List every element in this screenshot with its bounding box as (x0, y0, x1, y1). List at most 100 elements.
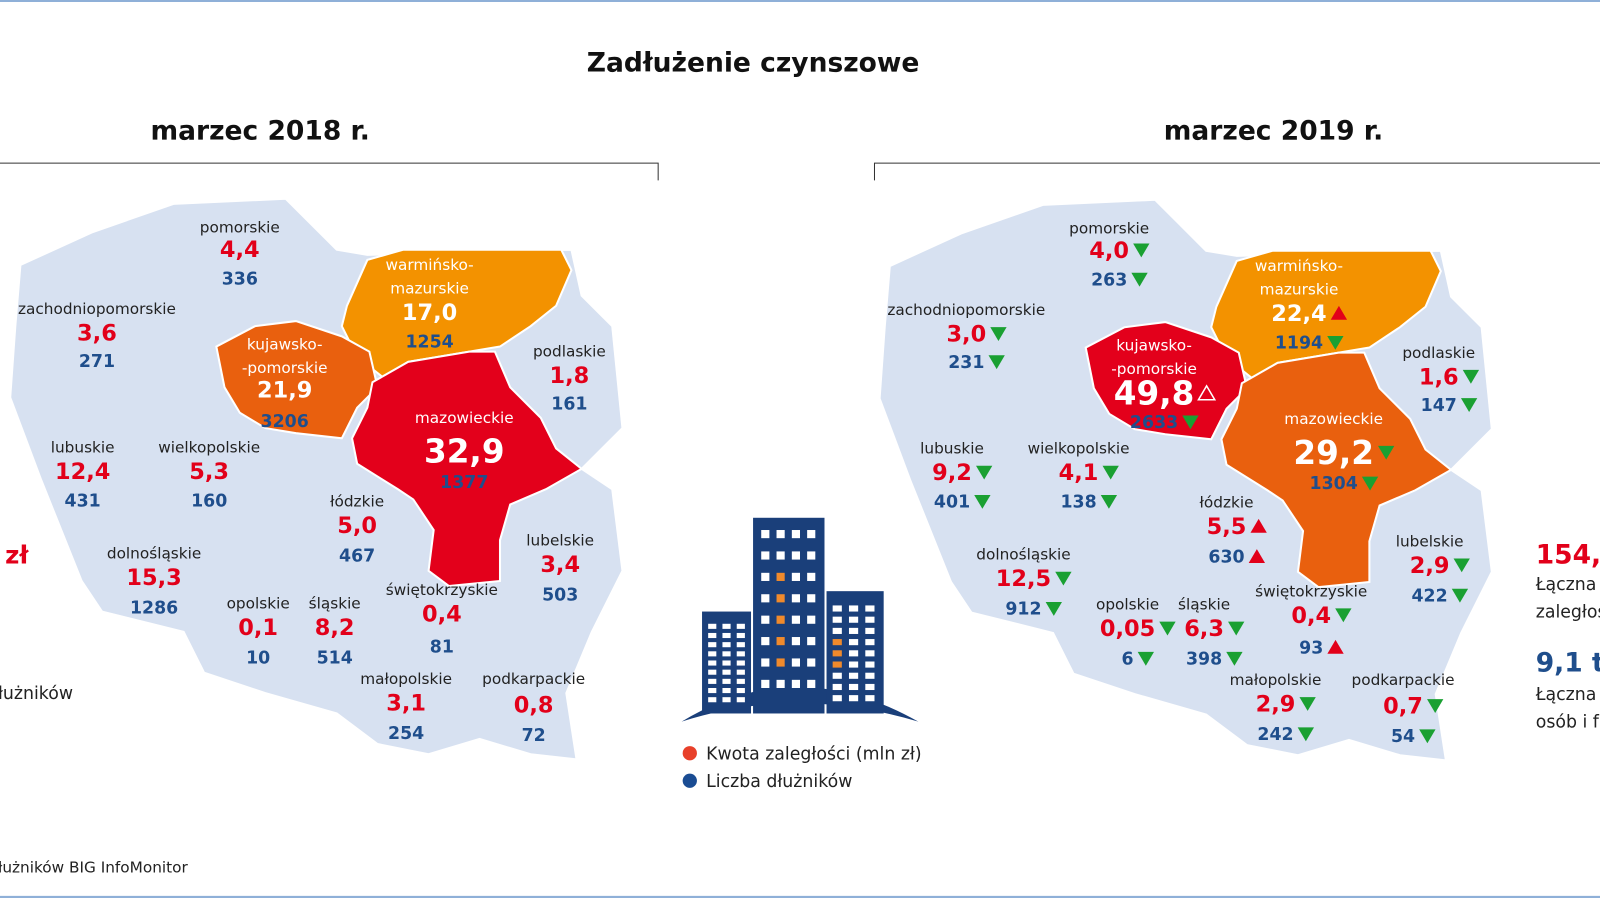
region-debtors: 254 (388, 724, 424, 744)
trend-arrow (1133, 243, 1150, 258)
window (807, 679, 816, 688)
region-amount: 12,4 (55, 459, 110, 485)
trend-arrow (1197, 384, 1217, 401)
window (722, 687, 731, 694)
trend-arrow (1361, 476, 1379, 491)
region-amount: 21,9 (257, 378, 312, 404)
window (832, 627, 842, 634)
window (722, 651, 731, 657)
window (736, 660, 745, 666)
region-name: dolnośląskie (107, 545, 201, 563)
window (761, 530, 770, 539)
region-debtors: 81 (430, 637, 454, 657)
region-name: mazowieckie (1284, 410, 1383, 428)
region-debtors: 147 (1421, 396, 1457, 416)
window (736, 697, 745, 703)
region-name: mazurskie (1260, 281, 1339, 299)
trend-arrow (990, 327, 1007, 341)
window (848, 661, 859, 668)
region-debtors: 10 (246, 649, 270, 669)
region-name: opolskie (227, 595, 290, 613)
trend-arrow (1330, 305, 1348, 320)
region-debtors: 160 (191, 492, 227, 512)
region-amount: 2,9 (1410, 553, 1450, 579)
trend-arrow (1335, 608, 1352, 623)
region-amount: 3,0 (946, 321, 986, 347)
region-amount: 5,3 (189, 459, 229, 485)
window (832, 639, 842, 646)
region-debtors: 336 (222, 269, 258, 289)
region-amount: 32,9 (424, 433, 505, 471)
window (776, 530, 785, 539)
region-name: wielkopolskie (158, 439, 260, 457)
region-debtors: 503 (542, 585, 578, 605)
window (848, 639, 859, 646)
window (791, 594, 800, 603)
region-amount: 0,1 (238, 615, 278, 641)
trend-arrow (988, 355, 1005, 370)
region-amount: 4,4 (220, 237, 260, 263)
window (776, 551, 785, 560)
region-highlight (1084, 321, 1249, 441)
window (736, 669, 745, 675)
window (832, 672, 842, 679)
region-amount: 29,2 (1293, 434, 1374, 472)
window (865, 627, 875, 634)
region-debtors: 1254 (405, 333, 453, 353)
region-debtors: 1304 (1310, 474, 1358, 494)
trend-arrow (1055, 571, 1072, 586)
window (736, 623, 745, 629)
region-amount: 0,8 (514, 692, 554, 718)
trend-arrow (1159, 621, 1176, 636)
region-amount: 3,4 (540, 552, 580, 578)
region-debtors: 422 (1411, 586, 1447, 606)
legend-dot (682, 773, 697, 788)
window (708, 623, 717, 629)
trend-arrow (1299, 697, 1316, 711)
region-amount: 2,9 (1256, 691, 1296, 717)
window (832, 661, 842, 668)
window (832, 695, 842, 702)
window (865, 695, 875, 702)
map-heading: marzec 2018 r. (151, 116, 370, 147)
region-amount: 0,4 (422, 602, 462, 628)
window (708, 642, 717, 648)
right-fragment: osób i f (1536, 713, 1600, 733)
window (807, 572, 816, 581)
region-name: pomorskie (1069, 219, 1149, 237)
window (848, 672, 859, 679)
region-debtors: 1377 (440, 473, 488, 493)
trend-arrow (1378, 445, 1395, 460)
region-name: łódzkie (330, 493, 384, 511)
window (807, 637, 816, 646)
region-name: podlaskie (1402, 344, 1475, 362)
right-fragment: Łączna (1535, 575, 1597, 595)
trend-arrow (1427, 699, 1444, 713)
bracket (873, 162, 1600, 181)
region-debtors: 161 (551, 395, 587, 415)
window (791, 615, 800, 624)
region-amount: 6,3 (1184, 616, 1224, 642)
region-highlight (1220, 351, 1453, 589)
region-debtors: 1286 (130, 599, 178, 619)
trend-arrow (1462, 369, 1480, 384)
trend-arrow (1453, 558, 1470, 573)
region-amount: 49,8 (1114, 375, 1195, 413)
region-name: -pomorskie (1111, 360, 1197, 378)
region-name: lubuskie (51, 439, 115, 457)
region-amount: 3,6 (77, 320, 117, 346)
bracket (0, 162, 659, 181)
window (848, 627, 859, 634)
trend-arrow (1250, 518, 1267, 533)
region-amount: 1,8 (550, 363, 590, 389)
region-amount: 4,0 (1089, 238, 1129, 264)
region-debtors: 242 (1257, 725, 1293, 745)
window (791, 637, 800, 646)
region-highlight (350, 350, 584, 588)
region-name: mazurskie (390, 280, 469, 298)
window (791, 530, 800, 539)
region-amount: 0,4 (1291, 603, 1331, 629)
window (708, 660, 717, 666)
